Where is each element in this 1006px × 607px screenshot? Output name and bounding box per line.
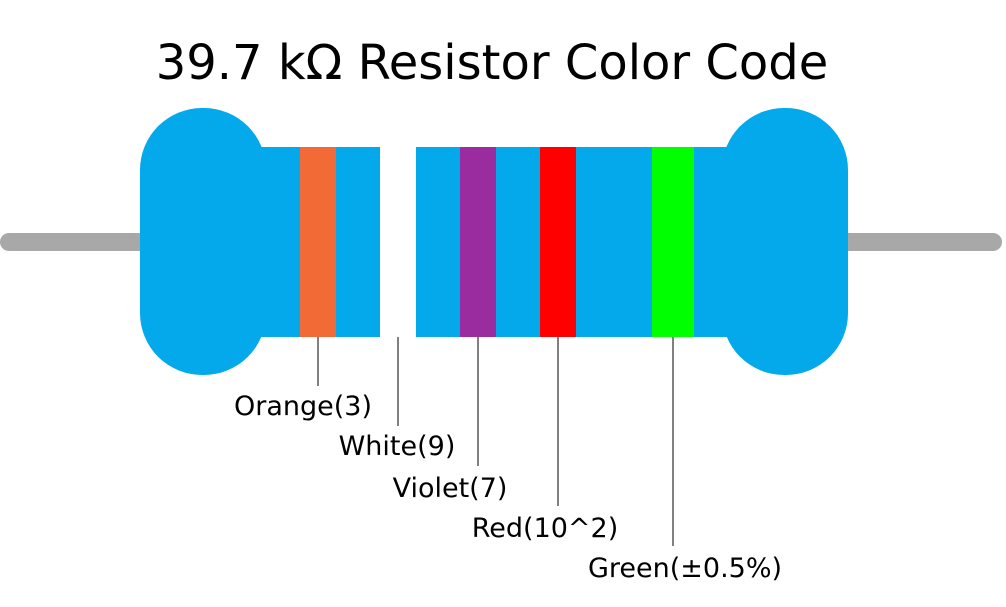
band bbox=[540, 147, 576, 337]
title: 39.7 kΩ Resistor Color Code bbox=[156, 35, 829, 91]
band-label: Violet(7) bbox=[393, 473, 508, 504]
band bbox=[380, 147, 416, 337]
band-label: Orange(3) bbox=[234, 391, 372, 422]
band bbox=[652, 147, 694, 337]
band bbox=[460, 147, 496, 337]
band-label: White(9) bbox=[339, 431, 456, 462]
body-end-right bbox=[722, 108, 848, 375]
band-label: Red(10^2) bbox=[472, 513, 619, 544]
band-label: Green(±0.5%) bbox=[588, 553, 782, 584]
band bbox=[300, 147, 336, 337]
bands: Orange(3) White(9) Violet(7) Red(10^2) Green… bbox=[234, 147, 782, 584]
body-end-left bbox=[140, 108, 266, 375]
